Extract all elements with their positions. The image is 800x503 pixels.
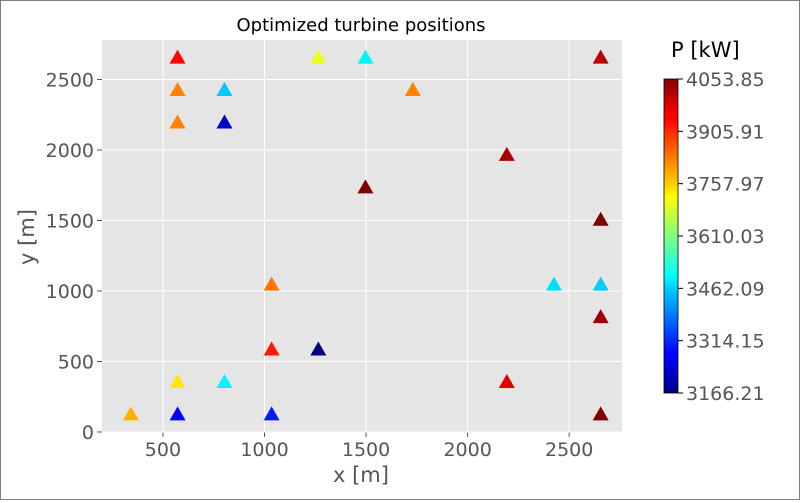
points-layer bbox=[122, 49, 609, 421]
turbine-marker bbox=[169, 114, 186, 129]
grid bbox=[97, 40, 622, 437]
chart-title: Optimized turbine positions bbox=[236, 15, 485, 36]
colorbar-tick-label: 3166.21 bbox=[686, 383, 765, 405]
y-tick-label: 1000 bbox=[46, 281, 94, 303]
turbine-marker bbox=[169, 49, 186, 64]
turbine-marker bbox=[122, 406, 139, 421]
turbine-marker bbox=[357, 49, 374, 64]
turbine-marker bbox=[357, 179, 374, 194]
colorbar-tick-label: 3610.03 bbox=[686, 226, 765, 248]
x-axis-label: x [m] bbox=[333, 463, 389, 487]
x-tick-label: 2000 bbox=[443, 439, 491, 461]
turbine-marker bbox=[310, 341, 327, 356]
y-tick-label: 500 bbox=[58, 351, 94, 373]
turbine-marker bbox=[263, 406, 280, 421]
turbine-marker bbox=[592, 406, 609, 421]
x-tick-label: 1000 bbox=[240, 439, 288, 461]
colorbar-tick-labels: 4053.85 3905.91 3757.97 3610.03 3462.09 3314.… bbox=[678, 69, 765, 405]
x-tick-labels: 500 1000 1500 2000 2500 bbox=[145, 439, 594, 461]
plot-area bbox=[102, 40, 622, 432]
colorbar bbox=[663, 78, 679, 394]
y-tick-label: 2000 bbox=[46, 140, 94, 162]
colorbar-tick-label: 4053.85 bbox=[686, 69, 765, 91]
colorbar-tick-label: 3757.97 bbox=[686, 174, 765, 196]
turbine-marker bbox=[169, 373, 186, 388]
y-tick-label: 2500 bbox=[46, 69, 94, 91]
turbine-marker bbox=[263, 341, 280, 356]
x-tick-label: 1500 bbox=[342, 439, 390, 461]
turbine-marker bbox=[216, 373, 233, 388]
turbine-marker bbox=[310, 49, 327, 64]
y-axis-label: y [m] bbox=[15, 209, 39, 265]
turbine-marker bbox=[169, 82, 186, 97]
colorbar-tick-label: 3462.09 bbox=[686, 278, 765, 300]
y-tick-label: 0 bbox=[82, 422, 94, 444]
x-tick-label: 500 bbox=[145, 439, 181, 461]
turbine-marker bbox=[498, 373, 515, 388]
colorbar-label: P [kW] bbox=[671, 38, 740, 62]
x-tick-label: 2500 bbox=[545, 439, 593, 461]
y-tick-labels: 0 500 1000 1500 2000 2500 bbox=[46, 69, 94, 444]
turbine-marker bbox=[216, 82, 233, 97]
y-tick-label: 1500 bbox=[46, 210, 94, 232]
turbine-marker bbox=[592, 276, 609, 291]
turbine-marker bbox=[592, 211, 609, 226]
colorbar-tick-label: 3314.15 bbox=[686, 331, 765, 353]
turbine-marker bbox=[545, 276, 562, 291]
turbine-marker bbox=[592, 309, 609, 324]
turbine-marker bbox=[592, 49, 609, 64]
turbine-marker bbox=[263, 276, 280, 291]
turbine-marker bbox=[498, 146, 515, 161]
colorbar-tick-label: 3905.91 bbox=[686, 121, 765, 143]
turbine-marker bbox=[404, 82, 421, 97]
turbine-marker bbox=[216, 114, 233, 129]
turbine-marker bbox=[169, 406, 186, 421]
